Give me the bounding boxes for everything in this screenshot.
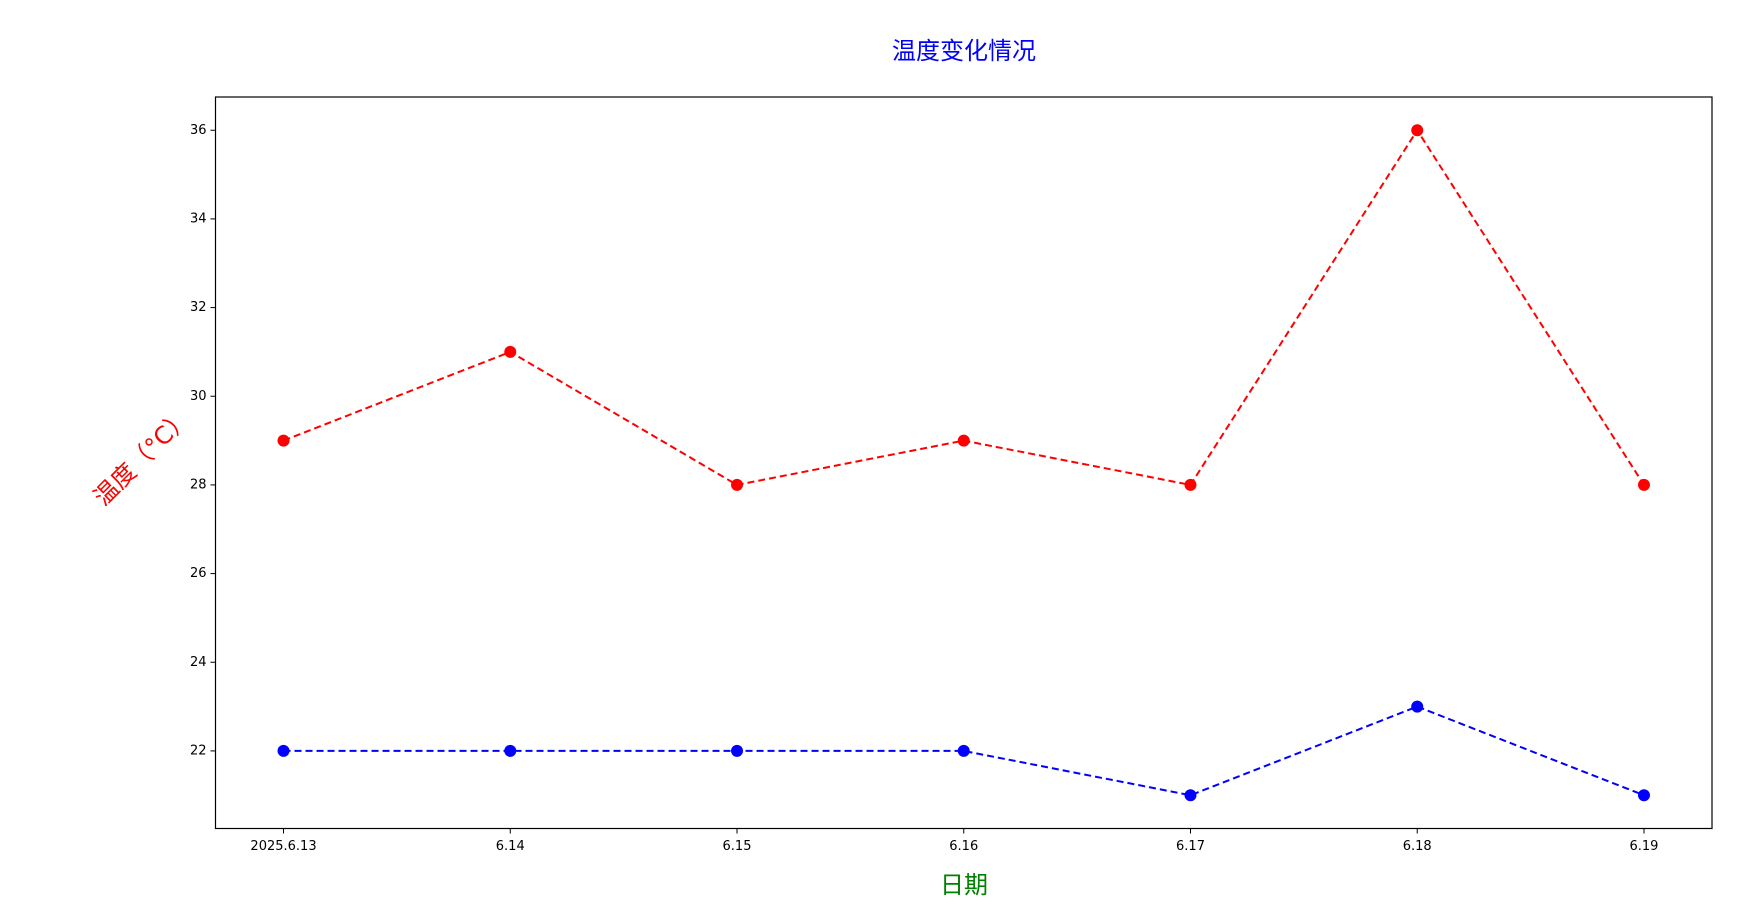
plot-frame	[214, 96, 1713, 830]
data-point	[1411, 700, 1424, 713]
data-point	[1184, 478, 1197, 491]
data-point	[277, 744, 290, 757]
x-tick-label: 6.15	[723, 839, 752, 854]
data-point	[504, 345, 517, 358]
data-point	[504, 744, 517, 757]
data-point	[957, 744, 970, 757]
data-point	[731, 478, 744, 491]
y-tick-label: 36	[190, 123, 207, 138]
y-tick-label: 30	[190, 389, 207, 404]
data-point	[1637, 789, 1650, 802]
data-point	[1637, 478, 1650, 491]
x-tick-label: 6.16	[949, 839, 978, 854]
x-tick-label: 6.18	[1403, 839, 1432, 854]
y-tick-label: 24	[190, 655, 207, 670]
x-tick-label: 6.17	[1176, 839, 1205, 854]
data-point	[731, 744, 744, 757]
chart-title: 温度变化情况	[892, 37, 1036, 65]
data-point	[1184, 789, 1197, 802]
data-point	[1411, 124, 1424, 137]
x-tick-label: 6.19	[1630, 839, 1659, 854]
x-tick-label: 6.14	[496, 839, 525, 854]
data-point	[277, 434, 290, 447]
x-tick-label: 2025.6.13	[250, 839, 316, 854]
y-tick-label: 26	[190, 566, 207, 581]
y-tick-label: 28	[190, 477, 207, 492]
y-tick-label: 32	[190, 300, 207, 315]
y-tick-label: 22	[190, 743, 207, 758]
series-line	[283, 128, 1645, 487]
x-axis-label: 日期	[940, 871, 988, 899]
y-tick-label: 34	[190, 211, 207, 226]
data-point	[957, 434, 970, 447]
y-axis-label: 温度（°C）	[88, 403, 196, 511]
